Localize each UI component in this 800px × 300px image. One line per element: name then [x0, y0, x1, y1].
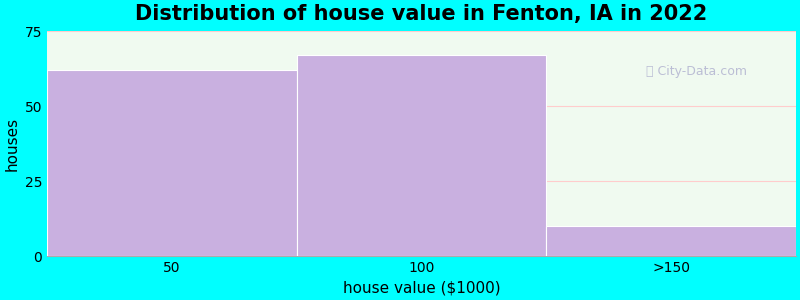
- Title: Distribution of house value in Fenton, IA in 2022: Distribution of house value in Fenton, I…: [135, 4, 707, 24]
- Y-axis label: houses: houses: [4, 117, 19, 171]
- Bar: [297, 55, 546, 256]
- Bar: [47, 70, 297, 256]
- Bar: [546, 226, 796, 256]
- X-axis label: house value ($1000): house value ($1000): [342, 281, 500, 296]
- Text: ⓘ City-Data.com: ⓘ City-Data.com: [646, 65, 747, 78]
